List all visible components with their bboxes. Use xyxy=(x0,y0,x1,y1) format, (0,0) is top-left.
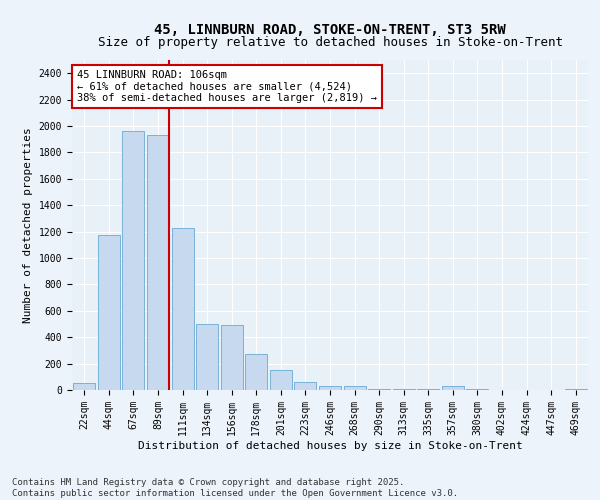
Bar xyxy=(122,132,145,390)
Text: 45 LINNBURN ROAD: 106sqm
← 61% of detached houses are smaller (4,524)
38% of sem: 45 LINNBURN ROAD: 106sqm ← 61% of detach… xyxy=(77,70,377,103)
Bar xyxy=(196,324,218,390)
Bar xyxy=(442,386,464,390)
Bar xyxy=(295,382,316,390)
Bar xyxy=(147,135,169,390)
Bar xyxy=(319,386,341,390)
Text: Contains HM Land Registry data © Crown copyright and database right 2025.
Contai: Contains HM Land Registry data © Crown c… xyxy=(12,478,458,498)
Bar xyxy=(392,388,415,390)
Text: 45, LINNBURN ROAD, STOKE-ON-TRENT, ST3 5RW: 45, LINNBURN ROAD, STOKE-ON-TRENT, ST3 5… xyxy=(154,22,506,36)
Bar xyxy=(344,386,365,390)
Y-axis label: Number of detached properties: Number of detached properties xyxy=(23,127,33,323)
Bar xyxy=(172,228,194,390)
X-axis label: Distribution of detached houses by size in Stoke-on-Trent: Distribution of detached houses by size … xyxy=(137,440,523,450)
Text: Size of property relative to detached houses in Stoke-on-Trent: Size of property relative to detached ho… xyxy=(97,36,563,49)
Bar xyxy=(221,326,243,390)
Bar xyxy=(245,354,268,390)
Bar xyxy=(73,384,95,390)
Bar xyxy=(270,370,292,390)
Bar xyxy=(98,235,120,390)
